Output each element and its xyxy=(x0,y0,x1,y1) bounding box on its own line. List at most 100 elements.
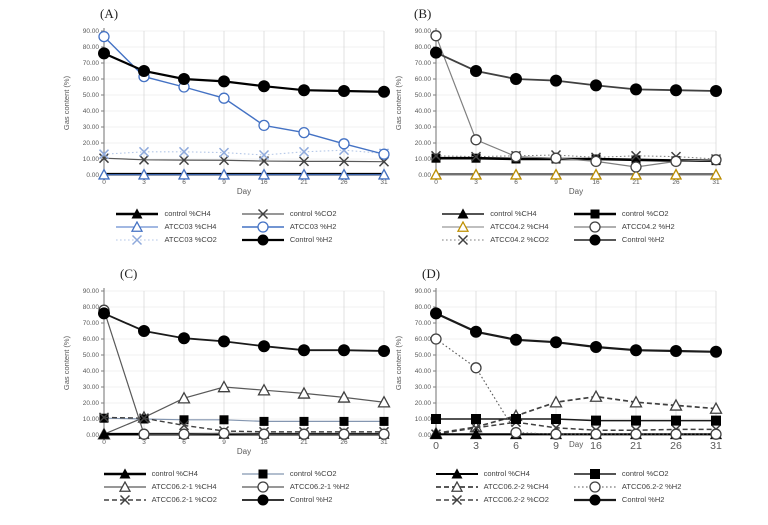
legend-d: control %CH4 control %CO2 ATCC06.2-2 %CH4 A… xyxy=(390,467,726,506)
legend-item: control %CH4 xyxy=(441,207,549,220)
series-control-co2 xyxy=(98,153,390,167)
legend-swatch xyxy=(442,234,485,245)
legend-item: control %CH4 xyxy=(103,467,217,480)
legend-label: control %CO2 xyxy=(621,469,669,478)
legend-item: ATCC03 %CO2 xyxy=(115,233,217,246)
legend-label: control %CO2 xyxy=(621,209,669,218)
legend-item: ATCC06.2-1 %CO2 xyxy=(103,493,217,506)
legend-a: control %CH4 control %CO2 ATCC03 %CH4 ATCC0… xyxy=(58,207,394,246)
svg-text:0.00: 0.00 xyxy=(418,432,431,439)
legend-swatch xyxy=(442,220,485,232)
legend-item: ATCC06.2-2 %CO2 xyxy=(435,493,549,506)
legend-swatch xyxy=(116,207,159,219)
svg-text:30.00: 30.00 xyxy=(415,384,432,391)
legend-swatch xyxy=(573,468,616,479)
svg-text:60.00: 60.00 xyxy=(83,336,100,343)
series-control-h2 xyxy=(430,307,722,358)
legend-item: ATCC06.2-2 %H2 xyxy=(573,480,681,493)
legend-c: control %CH4 control %CO2 ATCC06.2-1 %CH4 A… xyxy=(58,467,394,506)
svg-text:3: 3 xyxy=(473,440,479,452)
x-axis-title: Day xyxy=(237,187,251,196)
svg-text:10.00: 10.00 xyxy=(415,156,432,163)
legend-label: Control %H2 xyxy=(289,495,333,504)
legend-item: ATCC03 %CH4 xyxy=(115,220,216,233)
svg-text:80.00: 80.00 xyxy=(415,304,432,311)
series-control-h2 xyxy=(98,307,390,357)
legend-label: ATCC04.2 %CH4 xyxy=(490,222,549,231)
series-control-h2 xyxy=(98,47,390,98)
legend-swatch xyxy=(241,480,284,493)
x-axis-title: Day xyxy=(569,187,583,196)
legend-label: ATCC06.2-2 %CH4 xyxy=(483,482,549,491)
legend-label: ATCC03 %H2 xyxy=(289,222,337,231)
svg-text:21: 21 xyxy=(632,179,640,186)
y-axis-title: Gas content (%) xyxy=(62,75,71,130)
svg-text:16: 16 xyxy=(260,179,268,186)
legend-item: ATCC04.2 %H2 xyxy=(573,220,675,233)
legend-swatch xyxy=(103,480,146,492)
svg-text:26: 26 xyxy=(672,179,680,186)
svg-text:3: 3 xyxy=(142,179,146,186)
svg-text:80.00: 80.00 xyxy=(415,44,432,51)
gridlines xyxy=(104,290,385,435)
svg-text:20.00: 20.00 xyxy=(415,400,432,407)
legend-label: Control %H2 xyxy=(289,235,333,244)
svg-text:0.00: 0.00 xyxy=(418,172,431,179)
legend-swatch xyxy=(435,480,478,492)
svg-text:0: 0 xyxy=(433,440,439,452)
svg-text:26: 26 xyxy=(340,179,348,186)
gridlines xyxy=(436,30,717,175)
legend-swatch xyxy=(103,494,146,505)
svg-text:16: 16 xyxy=(590,440,602,452)
svg-text:10.00: 10.00 xyxy=(415,416,432,423)
svg-text:16: 16 xyxy=(260,439,268,446)
series-atcc04-2-h2 xyxy=(430,30,722,173)
legend-swatch xyxy=(442,207,485,219)
legend-swatch xyxy=(573,480,616,493)
svg-text:60.00: 60.00 xyxy=(415,76,432,83)
legend-b: control %CH4 control %CO2 ATCC04.2 %CH4 ATC… xyxy=(390,207,726,246)
chart-a: 0.00 10.00 20.00 30.00 40.00 50.00 60.00 70.00 8… xyxy=(62,28,391,196)
legend-item: ATCC06.2-2 %CH4 xyxy=(435,480,549,493)
legend-item: control %CO2 xyxy=(573,207,675,220)
svg-text:9: 9 xyxy=(554,179,558,186)
legend-swatch xyxy=(435,467,478,479)
legend-swatch xyxy=(241,234,284,245)
legend-item: ATCC06.2-1 %CH4 xyxy=(103,480,217,493)
legend-swatch xyxy=(116,234,159,245)
x-axis-title: Day xyxy=(569,440,583,449)
y-axis-title: Gas content (%) xyxy=(62,335,71,390)
svg-text:60.00: 60.00 xyxy=(83,76,100,83)
svg-text:3: 3 xyxy=(142,439,146,446)
svg-text:16: 16 xyxy=(592,179,600,186)
svg-text:30.00: 30.00 xyxy=(83,384,100,391)
y-axis: 0.00 10.00 20.00 30.00 40.00 50.00 60.00 70.00 8… xyxy=(62,28,105,179)
legend-item: control %CO2 xyxy=(241,207,337,220)
legend-swatch xyxy=(241,208,284,219)
svg-text:0: 0 xyxy=(102,439,106,446)
legend-label: control %CO2 xyxy=(289,209,337,218)
legend-label: control %CO2 xyxy=(289,469,337,478)
svg-text:10.00: 10.00 xyxy=(83,416,100,423)
legend-swatch xyxy=(241,469,284,478)
legend-label: ATCC06.2-1 %CO2 xyxy=(151,495,217,504)
legend-label: ATCC06.2-2 %H2 xyxy=(621,482,682,491)
svg-text:9: 9 xyxy=(553,440,559,452)
svg-text:26: 26 xyxy=(340,439,348,446)
svg-text:40.00: 40.00 xyxy=(83,368,100,375)
chart-b: 0.00 10.00 20.00 30.00 40.00 50.00 60.00 70.00 8… xyxy=(394,28,723,196)
series-atcc06-2-2-h2 xyxy=(430,333,722,440)
svg-text:50.00: 50.00 xyxy=(83,352,100,359)
svg-text:30.00: 30.00 xyxy=(83,124,100,131)
x-axis-title: Day xyxy=(237,447,251,456)
svg-text:90.00: 90.00 xyxy=(83,288,100,295)
svg-text:6: 6 xyxy=(182,439,186,446)
svg-text:40.00: 40.00 xyxy=(415,368,432,375)
series-atcc03-ch4 xyxy=(97,168,391,180)
legend-label: ATCC03 %CH4 xyxy=(164,222,217,231)
svg-text:90.00: 90.00 xyxy=(415,28,432,35)
legend-swatch xyxy=(573,234,616,245)
legend-item: ATCC06.2-1 %H2 xyxy=(241,480,349,493)
svg-text:80.00: 80.00 xyxy=(83,44,100,51)
